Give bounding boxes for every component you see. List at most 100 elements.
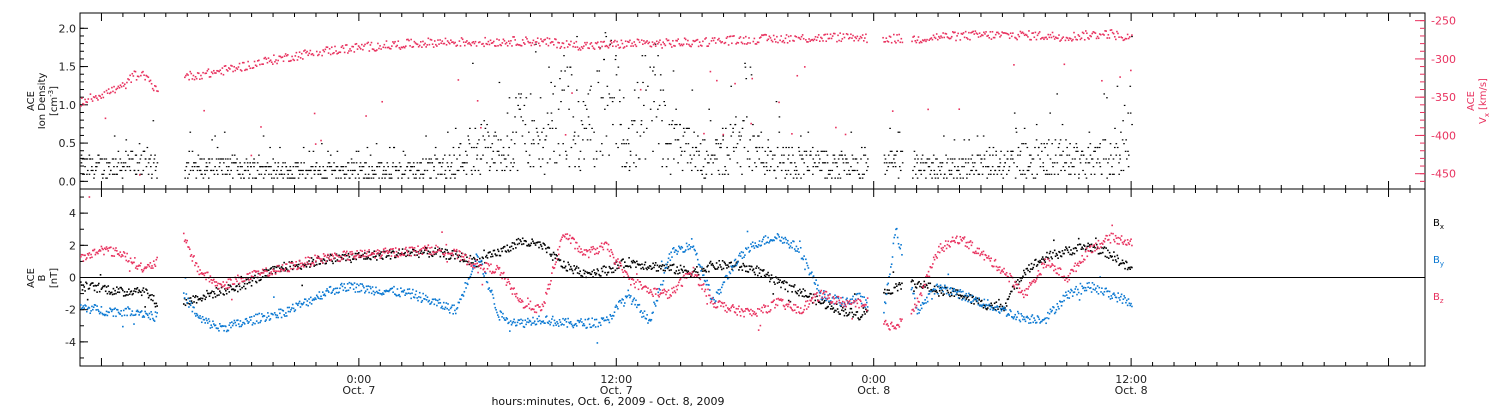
by-point bbox=[547, 322, 550, 325]
by-point bbox=[193, 306, 195, 309]
bx-point bbox=[817, 301, 820, 304]
by-point bbox=[958, 290, 961, 293]
density-point bbox=[509, 169, 512, 172]
vx-point bbox=[461, 38, 464, 41]
vx-point bbox=[547, 44, 550, 47]
density-point bbox=[844, 154, 846, 156]
bx-point bbox=[147, 296, 150, 299]
bx-point bbox=[1004, 302, 1007, 305]
bx-point bbox=[379, 253, 382, 255]
density-point bbox=[351, 169, 354, 172]
by-point bbox=[190, 302, 193, 304]
vx-point bbox=[358, 46, 361, 49]
vx-point bbox=[277, 59, 279, 62]
bx-point bbox=[238, 285, 241, 288]
bx-point bbox=[982, 306, 985, 309]
by-point bbox=[147, 316, 150, 319]
density-point bbox=[722, 135, 725, 137]
density-point bbox=[1095, 162, 1098, 164]
vx-point bbox=[457, 79, 460, 81]
bx-point bbox=[757, 274, 759, 277]
density-point bbox=[483, 139, 486, 141]
bx-point bbox=[402, 253, 405, 255]
bx-point bbox=[279, 267, 281, 270]
vx-point bbox=[736, 41, 739, 44]
vx-point bbox=[273, 54, 275, 57]
by-point bbox=[448, 312, 451, 314]
by-point bbox=[632, 298, 635, 301]
bx-point bbox=[388, 249, 391, 251]
vx-point bbox=[938, 35, 940, 38]
density-point bbox=[389, 177, 392, 179]
density-point bbox=[652, 150, 654, 152]
density-point bbox=[215, 169, 218, 172]
bx-point bbox=[1070, 249, 1072, 251]
density-point bbox=[425, 158, 427, 160]
bx-point bbox=[593, 269, 595, 271]
by-point bbox=[521, 322, 523, 324]
bx-point bbox=[562, 266, 564, 269]
density-point bbox=[1022, 143, 1025, 145]
vx-point bbox=[830, 37, 833, 40]
vx-point bbox=[622, 47, 625, 49]
density-point bbox=[196, 169, 199, 172]
bx-point bbox=[1118, 264, 1120, 267]
by-point bbox=[930, 290, 932, 293]
bx-point bbox=[1079, 243, 1082, 246]
vx-point bbox=[347, 52, 349, 54]
density-point bbox=[1122, 120, 1124, 122]
vx-point bbox=[524, 43, 526, 45]
by-point bbox=[206, 319, 208, 322]
by-point bbox=[944, 284, 946, 287]
by-point bbox=[269, 318, 272, 320]
vx-point bbox=[676, 40, 678, 42]
bx-point bbox=[995, 301, 998, 303]
bx-point bbox=[338, 254, 340, 257]
bx-point bbox=[953, 295, 956, 297]
density-point bbox=[265, 169, 267, 172]
vx-point bbox=[474, 40, 477, 43]
by-point bbox=[638, 303, 641, 306]
bx-point bbox=[322, 258, 325, 260]
density-point bbox=[970, 158, 972, 160]
by-point bbox=[960, 291, 962, 293]
bx-point bbox=[843, 314, 846, 317]
density-point bbox=[237, 173, 240, 175]
by-point bbox=[218, 329, 220, 332]
bx-point bbox=[763, 269, 765, 271]
density-point bbox=[362, 166, 365, 168]
bx-point bbox=[98, 282, 100, 285]
vx-point bbox=[690, 45, 692, 48]
vx-point bbox=[1059, 40, 1061, 42]
vx-point bbox=[414, 42, 417, 44]
by-point bbox=[347, 289, 350, 292]
vx-point bbox=[452, 41, 454, 43]
density-point bbox=[456, 169, 459, 172]
by-point bbox=[900, 244, 902, 246]
by-point bbox=[415, 290, 418, 292]
by-point bbox=[491, 293, 494, 296]
by-point bbox=[967, 300, 969, 303]
density-point bbox=[562, 143, 564, 145]
bx-point bbox=[192, 295, 195, 297]
vx-point bbox=[829, 33, 832, 36]
bx-point bbox=[630, 266, 632, 269]
by-point bbox=[518, 319, 521, 321]
bx-point bbox=[236, 285, 238, 287]
by-point bbox=[297, 302, 300, 305]
bx-point bbox=[697, 273, 700, 276]
by-point bbox=[942, 290, 944, 293]
vx-point bbox=[728, 35, 731, 38]
by-point bbox=[854, 298, 857, 301]
by-point bbox=[917, 308, 920, 311]
bx-point bbox=[654, 264, 656, 267]
bx-point bbox=[401, 248, 404, 250]
bx-point bbox=[621, 258, 624, 261]
by-point bbox=[143, 316, 146, 318]
density-point bbox=[1062, 166, 1065, 168]
bx-point bbox=[1022, 275, 1024, 278]
density-point bbox=[479, 173, 482, 175]
density-point bbox=[154, 169, 157, 172]
by-point bbox=[894, 234, 896, 236]
density-point bbox=[534, 51, 537, 53]
